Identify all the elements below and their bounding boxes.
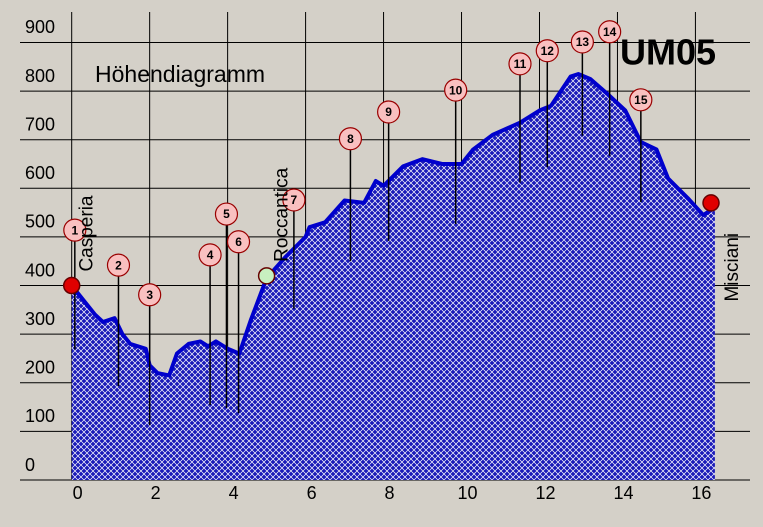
- waypoint-label: 11: [514, 57, 527, 71]
- waypoint-marker: [535, 39, 559, 63]
- y-tick-label: 200: [25, 358, 55, 378]
- waypoint-marker: [338, 127, 363, 151]
- place-marker: [702, 194, 720, 212]
- y-tick-label: 100: [25, 406, 55, 426]
- x-tick-label: 10: [458, 483, 478, 503]
- y-tick-label: 800: [25, 66, 55, 86]
- y-tick-label: 600: [25, 163, 55, 183]
- x-tick-label: 12: [535, 483, 555, 503]
- x-tick-label: 16: [691, 483, 711, 503]
- waypoint-label: 13: [576, 35, 590, 49]
- waypoint-label: 9: [385, 105, 392, 119]
- area: [71, 74, 715, 481]
- waypoint-marker: [508, 52, 532, 76]
- y-tick-label: 900: [25, 17, 55, 37]
- waypoint-label: 2: [115, 258, 122, 272]
- waypoint-marker: [570, 30, 594, 54]
- waypoint-label: 8: [347, 132, 354, 146]
- chart-subtitle: UM05: [620, 32, 716, 73]
- place-label: Misciani: [722, 233, 743, 302]
- x-tick-label: 6: [307, 483, 317, 503]
- x-tick-label: 0: [73, 483, 83, 503]
- waypoint-marker: [138, 283, 162, 307]
- waypoint-label: 4: [207, 248, 214, 262]
- place-marker: [257, 267, 276, 285]
- x-tick-label: 14: [613, 483, 633, 503]
- waypoint-label: 12: [541, 44, 555, 58]
- y-tick-label: 0: [25, 455, 35, 475]
- waypoint-label: 15: [634, 93, 648, 107]
- place-marker: [62, 276, 81, 295]
- chart-title: Höhendiagramm: [95, 61, 265, 87]
- waypoint-marker: [598, 20, 622, 44]
- place-label: Casperia: [77, 195, 98, 271]
- waypoint-label: 10: [449, 83, 463, 97]
- x-tick-label: 8: [385, 483, 395, 503]
- y-tick-label: 300: [25, 309, 55, 329]
- waypoint-label: 7: [291, 193, 298, 207]
- waypoint-label: 5: [223, 207, 230, 221]
- waypoint-marker: [377, 100, 401, 124]
- waypoint-marker: [444, 78, 468, 102]
- waypoint-label: 3: [146, 288, 153, 302]
- waypoint-label: 1: [71, 223, 78, 237]
- waypoint-label: 6: [235, 235, 242, 249]
- waypoint-marker: [226, 230, 251, 254]
- waypoint-marker: [282, 188, 306, 212]
- waypoint-marker: [106, 253, 131, 277]
- place-label: Roccantica: [272, 167, 293, 261]
- x-tick-label: 4: [229, 483, 239, 503]
- waypoint-marker: [214, 202, 239, 226]
- y-tick-label: 500: [25, 212, 55, 232]
- y-tick-label: 400: [25, 260, 55, 280]
- waypoint-marker: [629, 88, 653, 112]
- waypoint-marker: [198, 243, 222, 267]
- waypoint-label: 14: [603, 25, 617, 39]
- x-tick-label: 2: [151, 483, 161, 503]
- waypoint-marker: [63, 218, 87, 242]
- y-tick-label: 700: [25, 114, 55, 134]
